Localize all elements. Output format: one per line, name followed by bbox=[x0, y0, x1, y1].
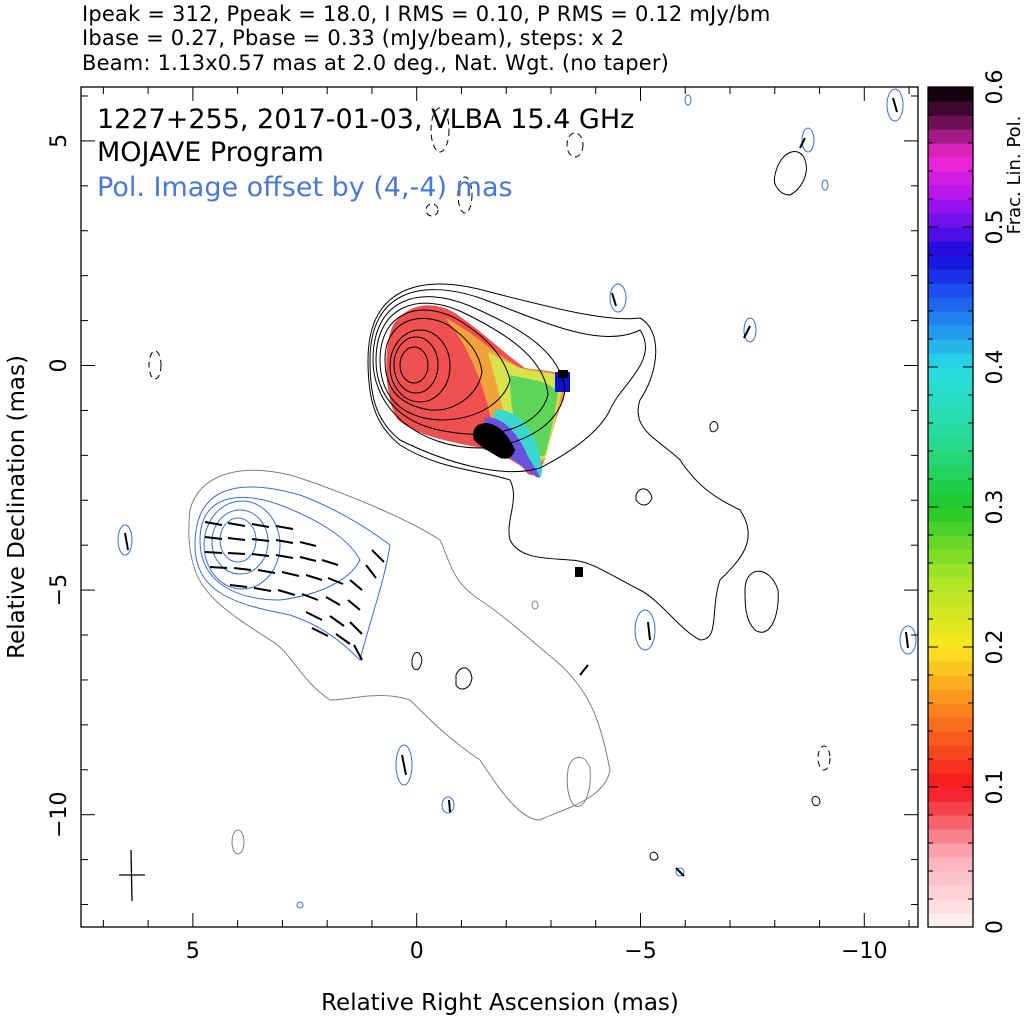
colorbar-cell bbox=[928, 815, 973, 830]
colorbar-cell bbox=[928, 507, 973, 522]
colorbar-cell bbox=[928, 479, 973, 494]
colorbar-cell bbox=[928, 409, 973, 424]
colorbar-title: Frac. Lin. Pol. bbox=[1004, 116, 1025, 235]
colorbar-cell bbox=[928, 87, 973, 102]
colorbar: 0 0.1 0.2 0.3 0.4 0.5 0.6 bbox=[927, 70, 1008, 934]
colorbar-cell bbox=[928, 143, 973, 158]
colorbar-cell bbox=[928, 633, 973, 648]
colorbar-tick-label: 0.3 bbox=[983, 490, 1008, 525]
colorbar-cell bbox=[928, 451, 973, 466]
y-tick-label: 5 bbox=[47, 134, 72, 148]
colorbar-cell bbox=[928, 801, 973, 816]
colorbar-cell bbox=[928, 283, 973, 298]
faint-extended-contours bbox=[188, 469, 611, 855]
colorbar-cell bbox=[928, 605, 973, 620]
colorbar-cell bbox=[928, 213, 973, 228]
y-axis-title: Relative Declination (mas) bbox=[4, 355, 30, 659]
colorbar-cell bbox=[928, 353, 973, 368]
colorbar-tick-label: 0 bbox=[983, 920, 1008, 934]
colorbar-cell bbox=[928, 885, 973, 900]
colorbar-cell bbox=[928, 395, 973, 410]
colorbar-cell bbox=[928, 311, 973, 326]
colorbar-cell bbox=[928, 563, 973, 578]
y-tick-label: 0 bbox=[47, 359, 72, 373]
colorbar-cell bbox=[928, 759, 973, 774]
colorbar-tick-label: 0.4 bbox=[983, 350, 1008, 385]
colorbar-cell bbox=[928, 829, 973, 844]
colorbar-cell bbox=[928, 871, 973, 886]
colorbar-cell bbox=[928, 269, 973, 284]
colorbar-cell bbox=[928, 437, 973, 452]
colorbar-cell bbox=[928, 857, 973, 872]
stokes-i-contours bbox=[367, 151, 821, 861]
source-label: 1227+255, 2017-01-03, VLBA 15.4 GHz bbox=[97, 104, 634, 135]
colorbar-cell bbox=[928, 661, 973, 676]
colorbar-cell bbox=[928, 115, 973, 130]
colorbar-cell bbox=[928, 619, 973, 634]
colorbar-cell bbox=[928, 745, 973, 760]
colorbar-cell bbox=[928, 647, 973, 662]
colorbar-cell bbox=[928, 129, 973, 144]
colorbar-cell bbox=[928, 465, 973, 480]
colorbar-cell bbox=[928, 899, 973, 914]
header-line-2: Ibase = 0.27, Pbase = 0.33 (mJy/beam), s… bbox=[82, 26, 625, 50]
plot-frame bbox=[80, 86, 919, 928]
colorbar-cell bbox=[928, 199, 973, 214]
colorbar-cell bbox=[928, 675, 973, 690]
colorbar-cell bbox=[928, 325, 973, 340]
colorbar-cell bbox=[928, 843, 973, 858]
colorbar-tick-label: 0.1 bbox=[983, 770, 1008, 805]
colorbar-cell bbox=[928, 493, 973, 508]
colorbar-cell bbox=[928, 171, 973, 186]
beam-cross bbox=[119, 849, 145, 902]
colorbar-cell bbox=[928, 339, 973, 354]
colorbar-cell bbox=[928, 297, 973, 312]
colorbar-cell bbox=[928, 549, 973, 564]
colorbar-cell bbox=[928, 255, 973, 270]
colorbar-cell bbox=[928, 577, 973, 592]
x-tick-label: −10 bbox=[841, 939, 887, 964]
x-axis-title: Relative Right Ascension (mas) bbox=[321, 990, 679, 1016]
colorbar-cell bbox=[928, 381, 973, 396]
colorbar-cell bbox=[928, 157, 973, 172]
colorbar-cell bbox=[928, 913, 973, 928]
negative-contours bbox=[148, 107, 831, 771]
colorbar-cell bbox=[928, 703, 973, 718]
header-line-3: Beam: 1.13x0.57 mas at 2.0 deg., Nat. Wg… bbox=[82, 51, 670, 75]
colorbar-tick-label: 0.5 bbox=[983, 210, 1008, 245]
colorbar-cell bbox=[928, 731, 973, 746]
colorbar-tick-label: 0.6 bbox=[983, 70, 1008, 105]
colorbar-cell bbox=[928, 773, 973, 788]
colorbar-cell bbox=[928, 185, 973, 200]
axis-ticks bbox=[81, 87, 918, 927]
colorbar-cell bbox=[928, 367, 973, 382]
axis-tick-labels: 5 0 −5 −10 5 0 −5 −10 bbox=[47, 134, 888, 964]
colorbar-cell bbox=[928, 241, 973, 256]
colorbar-cell bbox=[928, 423, 973, 438]
colorbar-cell bbox=[928, 101, 973, 116]
colorbar-cell bbox=[928, 227, 973, 242]
colorbar-cell bbox=[928, 521, 973, 536]
x-tick-label: 0 bbox=[410, 939, 424, 964]
colorbar-cell bbox=[928, 689, 973, 704]
pol-offset-label: Pol. Image offset by (4,-4) mas bbox=[97, 172, 513, 203]
x-tick-label: −5 bbox=[624, 939, 656, 964]
y-tick-label: −5 bbox=[47, 574, 72, 606]
colorbar-cell bbox=[928, 787, 973, 802]
y-tick-label: −10 bbox=[47, 791, 72, 837]
pol-intensity-contours bbox=[117, 88, 917, 909]
colorbar-cell bbox=[928, 535, 973, 550]
colorbar-cell bbox=[928, 591, 973, 606]
evpa-vectors bbox=[124, 97, 909, 877]
colorbar-cell bbox=[928, 717, 973, 732]
program-label: MOJAVE Program bbox=[97, 137, 324, 168]
header-line-1: Ipeak = 312, Ppeak = 18.0, I RMS = 0.10,… bbox=[82, 2, 771, 26]
x-tick-label: 5 bbox=[186, 939, 200, 964]
colorbar-tick-label: 0.2 bbox=[983, 630, 1008, 665]
fractional-polarization-map bbox=[386, 305, 583, 577]
